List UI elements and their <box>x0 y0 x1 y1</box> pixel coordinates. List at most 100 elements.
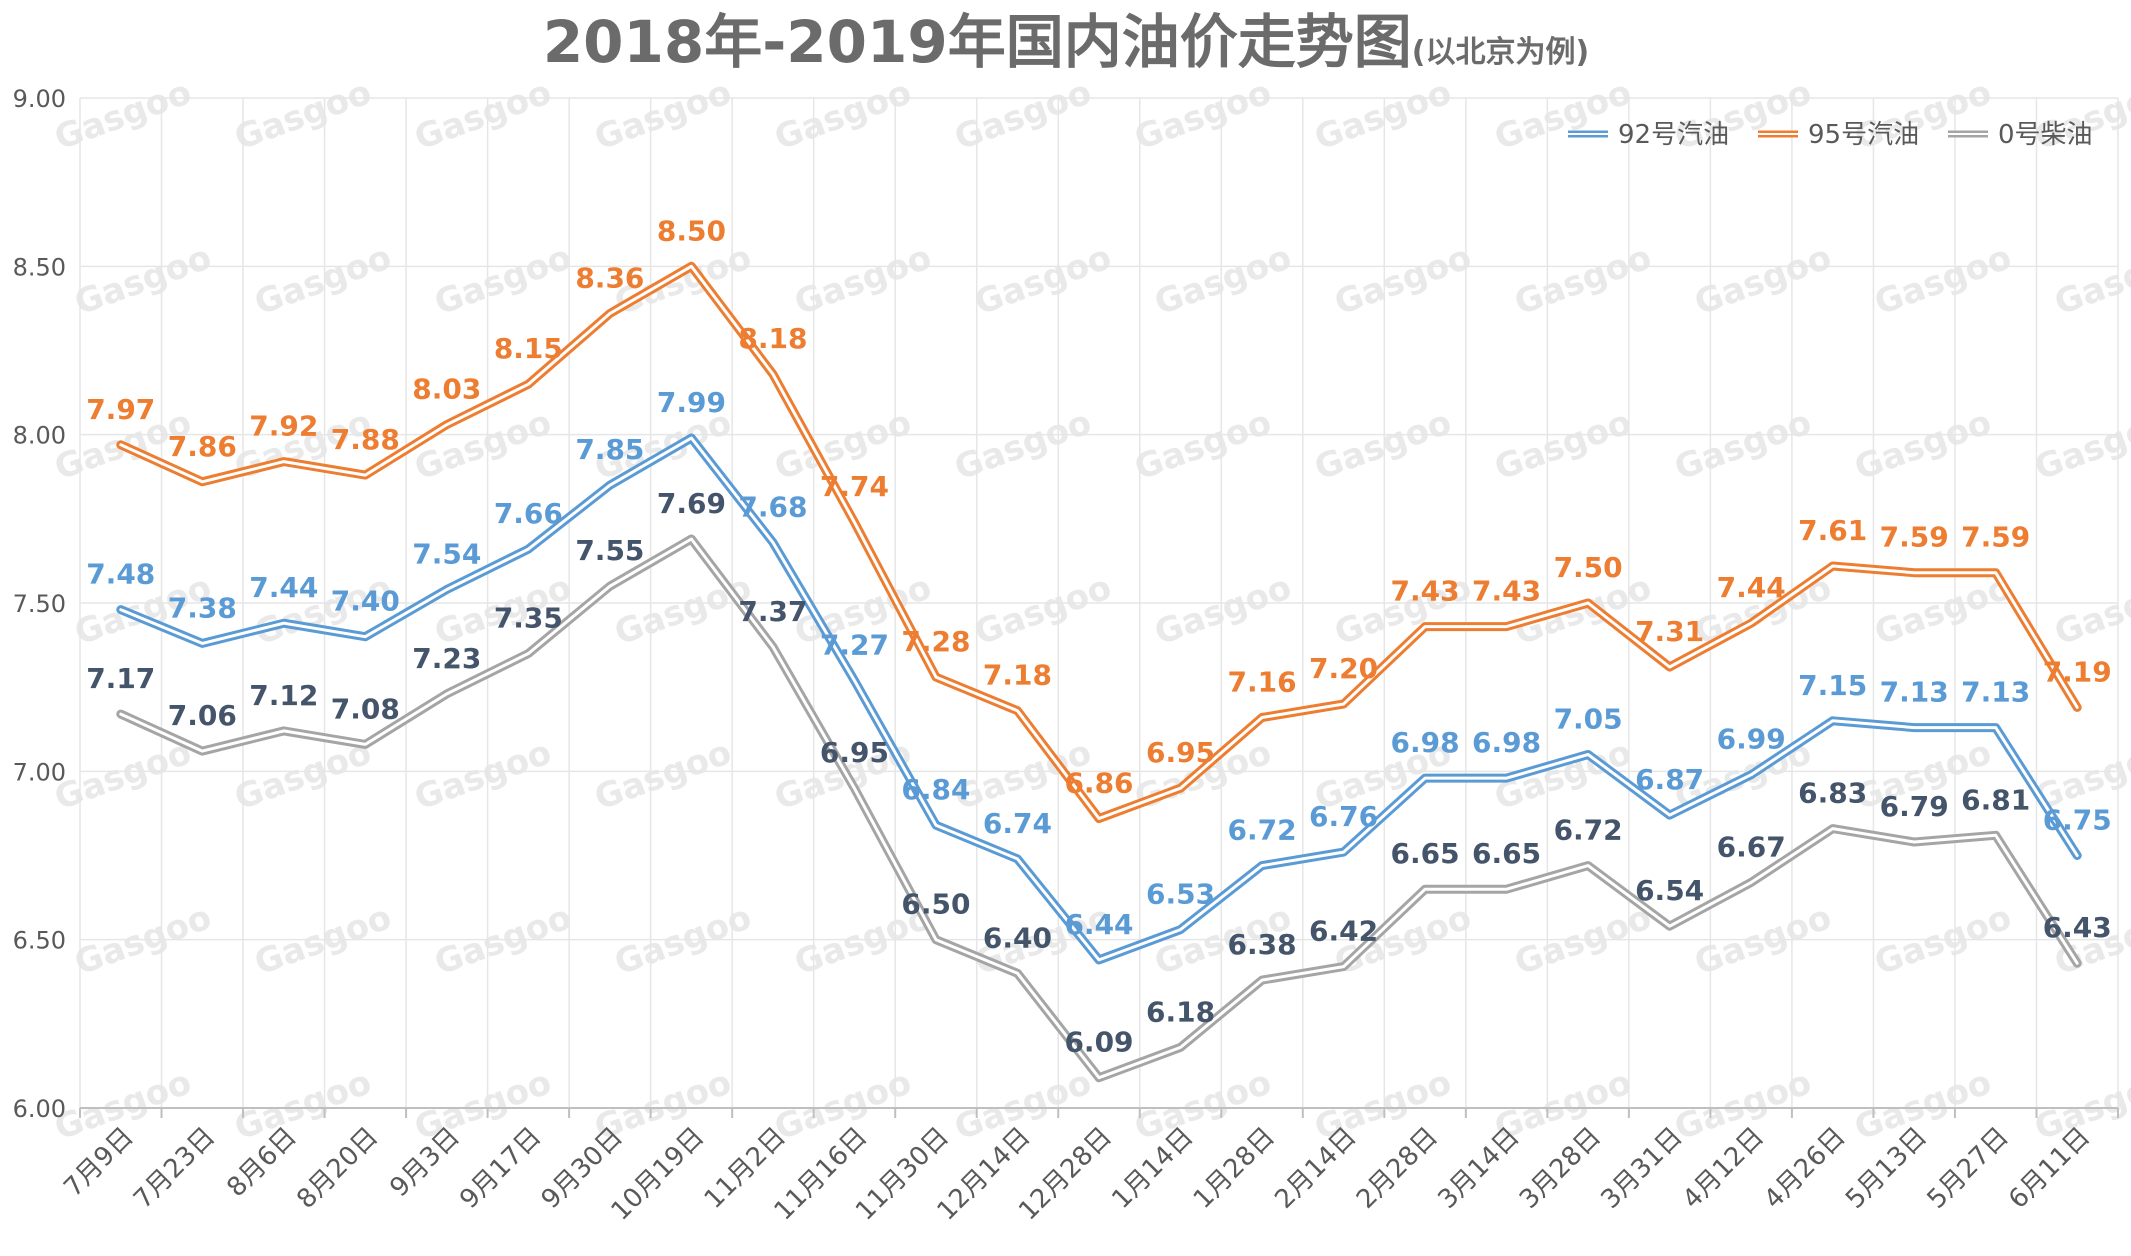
series-92-gasoline-data-label: 6.74 <box>983 807 1052 840</box>
series-92-gasoline-data-label: 7.85 <box>575 433 644 466</box>
legend-label: 95号汽油 <box>1808 120 1919 150</box>
series-95-gasoline-data-label: 7.19 <box>2043 655 2112 688</box>
watermark-logo: Gasgoo <box>2049 237 2131 323</box>
y-tick-label: 9.00 <box>13 85 66 113</box>
series-92-gasoline-data-label: 7.68 <box>738 490 807 523</box>
series-95-gasoline-data-label: 8.50 <box>657 214 726 247</box>
series-95-gasoline-data-label: 6.86 <box>1064 766 1133 799</box>
series-92-gasoline-data-label: 7.54 <box>412 538 481 571</box>
series-95-gasoline-data-label: 7.43 <box>1472 575 1541 608</box>
series-0-diesel-data-label: 7.55 <box>575 534 644 567</box>
series-0-diesel-data-label: 7.69 <box>657 487 726 520</box>
watermark-logo: Gasgoo <box>969 237 1116 323</box>
series-0-diesel-data-label: 7.23 <box>412 642 481 675</box>
watermark-logo: Gasgoo <box>1669 402 1816 488</box>
series-0-diesel-data-label: 6.18 <box>1146 995 1215 1028</box>
watermark-logo: Gasgoo <box>589 72 736 158</box>
series-95-gasoline-data-label: 6.95 <box>1146 736 1215 769</box>
series-92-gasoline-data-label: 6.99 <box>1717 723 1786 756</box>
watermark-logo: Gasgoo <box>429 237 576 323</box>
series-0-diesel-data-label: 6.38 <box>1227 928 1296 961</box>
watermark-logo: Gasgoo <box>1129 402 1276 488</box>
series-92-gasoline-line-outer <box>116 433 2082 965</box>
y-tick-label: 7.00 <box>13 758 66 786</box>
series-95-gasoline-data-label: 7.59 <box>1880 521 1949 554</box>
watermark-logo: Gasgoo <box>49 732 196 818</box>
series-92-gasoline-data-label: 7.27 <box>820 628 889 661</box>
series-0-diesel-data-label: 6.54 <box>1635 874 1704 907</box>
watermark-logo: Gasgoo <box>1489 72 1636 158</box>
series-95-gasoline-data-label: 7.18 <box>983 659 1052 692</box>
watermark-logo: Gasgoo <box>1869 567 2016 653</box>
watermark-logo: Gasgoo <box>49 72 196 158</box>
watermark-logo: Gasgoo <box>949 72 1096 158</box>
series-95-gasoline-data-label: 7.97 <box>86 393 155 426</box>
x-tick-label: 2月14日 <box>1269 1122 1362 1215</box>
series-95-gasoline <box>116 261 2082 823</box>
series-0-diesel <box>116 534 2082 1083</box>
series-92-gasoline-data-label: 7.13 <box>1880 676 1949 709</box>
watermark-logo: Gasgoo <box>1129 72 1276 158</box>
series-0-diesel-data-label: 6.09 <box>1064 1026 1133 1059</box>
series-92-gasoline-line-inner <box>119 436 2079 962</box>
x-tick-label: 3月31日 <box>1596 1122 1689 1215</box>
series-92-gasoline-data-label: 7.66 <box>494 497 563 530</box>
legend: 92号汽油 95号汽油 0号柴油 <box>1568 120 2093 150</box>
series-95-gasoline-data-label: 8.36 <box>575 261 644 294</box>
series-92-gasoline-data-label: 7.05 <box>1554 703 1623 736</box>
series-95-gasoline-data-label: 8.15 <box>494 332 563 365</box>
series-92-gasoline-data-label: 7.13 <box>1961 676 2030 709</box>
watermark-logo: Gasgoo <box>789 237 936 323</box>
series-0-diesel-data-label: 6.65 <box>1472 837 1541 870</box>
series-95-gasoline-data-label: 7.28 <box>901 625 970 658</box>
legend-item-series-92-gasoline: 92号汽油 <box>1568 120 1729 150</box>
series-95-gasoline-data-label: 7.31 <box>1635 615 1704 648</box>
series-92-gasoline-data-label: 6.76 <box>1309 800 1378 833</box>
legend-label: 92号汽油 <box>1618 120 1729 150</box>
watermark-logo: Gasgoo <box>69 237 216 323</box>
series-0-diesel-data-label: 6.95 <box>820 736 889 769</box>
series-92-gasoline-data-label: 7.15 <box>1798 669 1867 702</box>
watermark-logo: Gasgoo <box>609 567 756 653</box>
watermark-logo: Gasgoo <box>1509 237 1656 323</box>
series-0-diesel-data-label: 7.37 <box>738 595 807 628</box>
series-92-gasoline-data-label: 6.53 <box>1146 878 1215 911</box>
x-tick-label: 1月28日 <box>1188 1122 1281 1215</box>
grid-lines <box>79 97 2119 1109</box>
x-tick-label: 2月28日 <box>1351 1122 1444 1215</box>
watermark-logo: Gasgoo <box>1329 237 1476 323</box>
series-92-gasoline-data-label: 7.38 <box>168 591 237 624</box>
watermark-logo: Gasgoo <box>409 72 556 158</box>
series-92-gasoline-data-label: 6.72 <box>1227 814 1296 847</box>
x-tick-label: 3月14日 <box>1432 1122 1525 1215</box>
series-92-gasoline-data-label: 6.75 <box>2043 804 2112 837</box>
series-0-diesel-line-inner <box>119 537 2079 1080</box>
series-0-diesel-data-label: 6.40 <box>983 921 1052 954</box>
series-layer <box>116 261 2082 1083</box>
watermark-logo: Gasgoo <box>1489 402 1636 488</box>
watermark-logo: Gasgoo <box>949 402 1096 488</box>
x-tick-label: 4月26日 <box>1759 1122 1852 1215</box>
watermark-logo: Gasgoo <box>1149 567 1296 653</box>
x-tick-label: 7月23日 <box>128 1122 221 1215</box>
y-axis: 6.00 6.50 7.00 7.50 8.00 8.50 9.00 <box>13 85 66 1123</box>
series-0-diesel-data-label: 7.35 <box>494 602 563 635</box>
series-0-diesel-data-label: 6.65 <box>1391 837 1460 870</box>
watermark-logo: Gasgoo <box>2049 567 2131 653</box>
legend-item-series-95-gasoline: 95号汽油 <box>1758 120 1919 150</box>
series-0-diesel-data-label: 6.79 <box>1880 790 1949 823</box>
series-0-diesel-data-label: 7.12 <box>249 679 318 712</box>
series-0-diesel-data-label: 6.81 <box>1961 783 2030 816</box>
y-tick-label: 8.50 <box>13 253 66 281</box>
y-tick-label: 6.00 <box>13 1095 66 1123</box>
x-tick-label: 8月20日 <box>291 1122 384 1215</box>
series-95-gasoline-data-label: 7.43 <box>1391 575 1460 608</box>
data-labels-layer: 7.48 7.38 7.44 7.40 7.54 7.66 7.85 7.99 7.68 7.27… <box>86 214 2112 1058</box>
series-0-diesel-data-label: 6.43 <box>2043 911 2112 944</box>
y-tick-label: 6.50 <box>13 927 66 955</box>
watermark-logo: Gasgoo <box>1309 72 1456 158</box>
x-tick-label: 5月27日 <box>1922 1122 2015 1215</box>
legend-label: 0号柴油 <box>1998 120 2093 150</box>
